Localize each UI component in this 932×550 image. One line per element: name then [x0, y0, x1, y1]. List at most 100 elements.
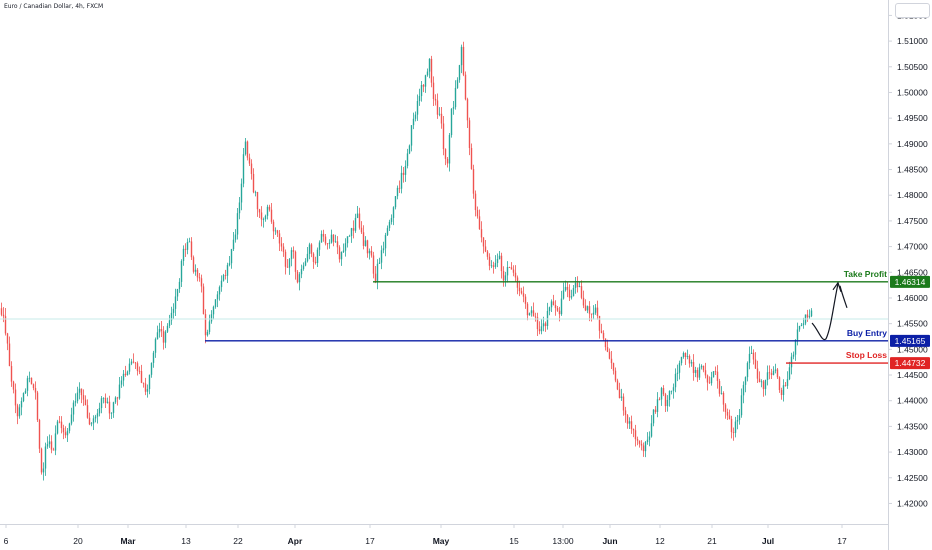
- candle-body: [786, 379, 789, 386]
- candle-body: [310, 244, 313, 254]
- candle-body: [614, 370, 617, 381]
- candle-body: [792, 354, 795, 357]
- candle-body: [358, 213, 361, 228]
- time-tick-label: 21: [707, 536, 717, 546]
- candle-body: [98, 408, 101, 414]
- time-tick-label: Jul: [762, 536, 774, 546]
- candle-body: [658, 399, 661, 401]
- candle-body: [214, 299, 217, 307]
- candle-body: [78, 388, 81, 393]
- candle-body: [498, 255, 501, 260]
- candle-body: [808, 316, 811, 318]
- candle-body: [776, 369, 779, 378]
- candle-body: [626, 415, 629, 424]
- candle-body: [142, 382, 145, 384]
- candle-body: [750, 352, 753, 354]
- candle-body: [428, 58, 431, 72]
- candle-body: [592, 312, 595, 315]
- time-tick-label: Jun: [602, 536, 617, 546]
- time-tick-label: Mar: [120, 536, 136, 546]
- candle-body: [196, 269, 199, 278]
- candle-body: [730, 418, 733, 433]
- time-tick-label: 13: [181, 536, 191, 546]
- candle-body: [2, 314, 5, 317]
- scale-settings-button[interactable]: [895, 3, 930, 18]
- candle-body: [68, 423, 71, 431]
- candle-body: [140, 371, 143, 383]
- time-tick-label: Apr: [288, 536, 303, 546]
- candle-body: [118, 384, 121, 399]
- candle-body: [136, 363, 139, 371]
- candle-body: [618, 389, 621, 398]
- candle-body: [344, 243, 347, 251]
- candle-body: [508, 267, 511, 268]
- candle-body: [656, 399, 659, 412]
- candle-body: [314, 261, 317, 263]
- candle-body: [482, 237, 485, 247]
- candle-body: [260, 212, 263, 220]
- time-axis[interactable]: 6 20 Mar 13 22 Apr 17 May 15 13:00 Jun 12 21 Jul 17: [4, 524, 847, 546]
- candle-body: [240, 183, 243, 203]
- candle-body: [108, 401, 111, 414]
- candle-body: [586, 306, 589, 311]
- candle-body: [238, 202, 241, 214]
- price-axis[interactable]: 1.515001.510001.505001.500001.495001.490…: [888, 10, 928, 508]
- candle-body: [384, 235, 387, 249]
- candle-body: [410, 125, 413, 146]
- candle-body: [648, 436, 651, 440]
- candle-body: [464, 74, 467, 100]
- candle-body: [682, 353, 685, 357]
- candle-body: [52, 449, 55, 451]
- candle-body: [604, 338, 607, 348]
- candle-body: [402, 172, 405, 175]
- candle-body: [738, 415, 741, 421]
- candle-body: [644, 442, 647, 452]
- price-tick-label: 1.44500: [897, 370, 928, 380]
- candle-body: [306, 253, 309, 262]
- price-tick-label: 1.47000: [897, 242, 928, 252]
- candle-body: [76, 392, 79, 402]
- candle-body: [14, 389, 17, 406]
- candle-body: [458, 65, 461, 80]
- stop-loss-price-tag: [890, 357, 930, 370]
- candle-body: [740, 395, 743, 416]
- candle-body: [34, 388, 37, 393]
- candle-body: [430, 58, 433, 83]
- candle-body: [756, 368, 759, 379]
- candle-body: [526, 303, 529, 316]
- candle-body: [488, 256, 491, 266]
- candle-body: [562, 290, 565, 299]
- candle-body: [236, 213, 239, 235]
- candle-body: [150, 362, 153, 375]
- time-tick-label: 17: [365, 536, 375, 546]
- candle-body: [706, 375, 709, 383]
- candle-body: [392, 207, 395, 218]
- candle-body: [722, 392, 725, 405]
- candle-body: [32, 384, 35, 389]
- candle-body: [0, 308, 3, 315]
- time-tick-label: May: [433, 536, 450, 546]
- candle-body: [496, 259, 499, 263]
- candle-body: [328, 242, 331, 244]
- candle-body: [116, 397, 119, 399]
- candle-body: [8, 343, 11, 367]
- candle-body: [192, 257, 195, 272]
- candle-body: [184, 248, 187, 250]
- candle-body: [662, 388, 665, 395]
- time-tick-label: 6: [4, 536, 9, 546]
- candle-body: [494, 262, 497, 267]
- candle-body: [80, 388, 83, 396]
- candle-body: [760, 381, 763, 383]
- candle-body: [540, 326, 543, 332]
- candle-body: [162, 331, 165, 343]
- candle-body: [446, 158, 449, 164]
- candle-body: [168, 320, 171, 326]
- price-tick-label: 1.45000: [897, 344, 928, 354]
- candle-body: [216, 294, 219, 300]
- candle-body: [274, 230, 277, 232]
- price-tick-label: 1.44000: [897, 396, 928, 406]
- candle-body: [224, 275, 227, 276]
- candle-body: [202, 286, 205, 315]
- candle-body: [518, 287, 521, 292]
